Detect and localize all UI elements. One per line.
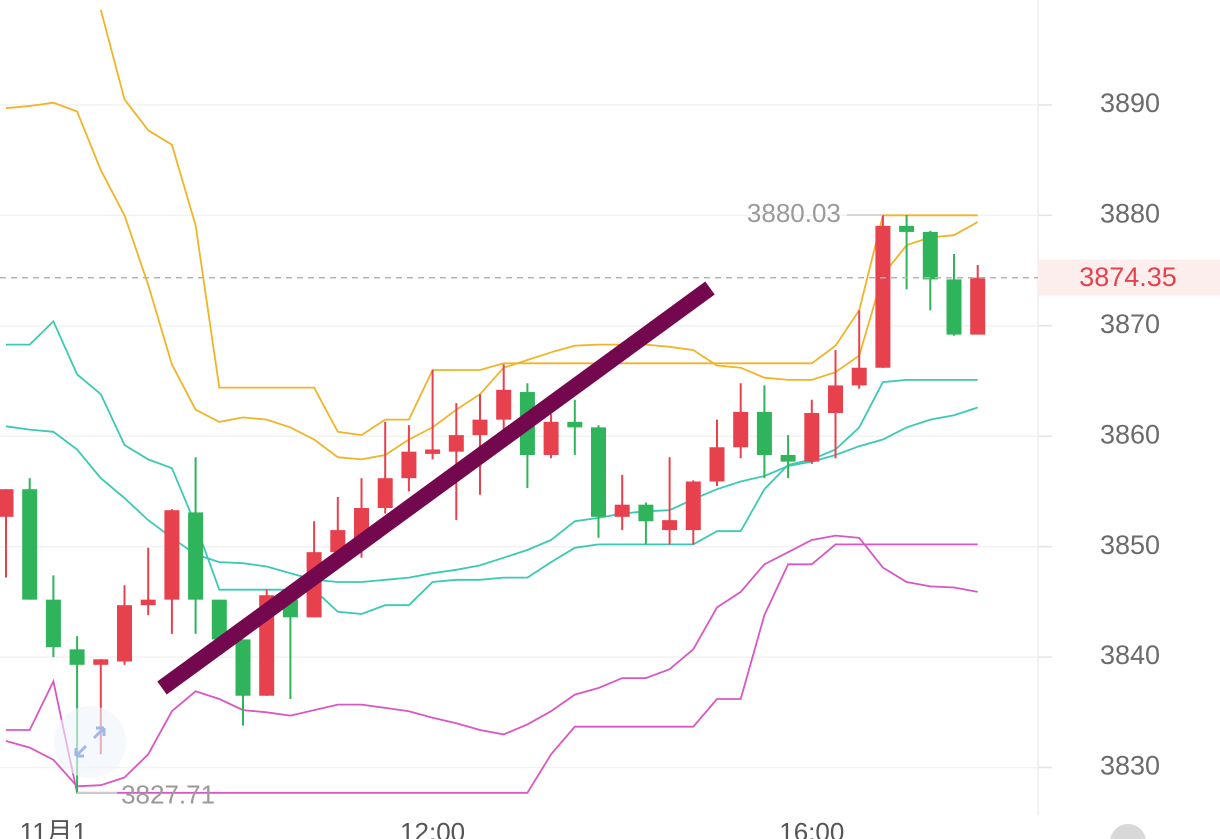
candle-body: [0, 489, 14, 517]
candle-body: [496, 389, 512, 420]
candle-body: [614, 504, 630, 517]
x-tick-label: 12:00: [400, 817, 465, 839]
max-label: 3880.03: [747, 198, 841, 228]
candle-body: [780, 454, 796, 462]
candle-body: [685, 481, 701, 531]
candle-body: [875, 225, 891, 368]
candle-body: [425, 449, 441, 454]
zoom-arrows: [74, 726, 106, 758]
candle-body: [401, 451, 417, 479]
indicator-line: [5, 534, 978, 788]
x-tick-label: 11月1: [20, 817, 87, 839]
candle-body: [69, 649, 85, 665]
candle-body: [22, 489, 38, 600]
candle-body: [93, 659, 109, 665]
candle-body: [733, 411, 749, 448]
indicator-line: [6, 319, 978, 615]
y-tick-label: 3840: [1100, 640, 1160, 670]
x-tick-label: 16:00: [779, 817, 844, 839]
candle-body: [851, 367, 867, 386]
scroll-button[interactable]: [1110, 824, 1146, 839]
candle-body: [235, 639, 251, 696]
candle-body: [45, 599, 61, 648]
candle-body: [662, 520, 678, 531]
trend-line-drawing: [157, 281, 715, 695]
candle-body: [140, 599, 156, 606]
last-price-badge: [1038, 259, 1220, 296]
candle-body: [922, 231, 938, 280]
y-tick-label: 3830: [1100, 751, 1160, 781]
y-tick-label: 3880: [1100, 198, 1160, 228]
candles: [0, 215, 986, 793]
candle-body: [591, 427, 606, 517]
candle-body: [188, 512, 204, 600]
indicator-line: [5, 406, 978, 583]
indicator-line: [5, 101, 979, 461]
y-tick-label: 3850: [1100, 530, 1160, 560]
candle-body: [543, 421, 559, 455]
candle-body: [211, 599, 227, 640]
candle-body: [330, 530, 346, 553]
candle-body: [638, 504, 654, 522]
candle-body: [567, 421, 583, 428]
last-price-label: 3874.35: [1079, 262, 1177, 292]
candle-body: [117, 605, 132, 662]
candle-body: [946, 279, 962, 335]
y-tick-label: 3860: [1100, 419, 1160, 449]
indicator-line: [99, 9, 978, 437]
indicator-line: [6, 543, 978, 794]
y-tick-label: 3870: [1100, 309, 1160, 339]
candle-body: [899, 225, 915, 232]
y-tick-label: 3890: [1100, 88, 1160, 118]
candle-body: [472, 419, 488, 436]
candle-body: [377, 478, 393, 508]
candle-body: [828, 385, 843, 414]
candle-body: [448, 435, 464, 452]
candle-body: [804, 413, 820, 462]
zoom-icon[interactable]: [54, 706, 126, 778]
zoom-button[interactable]: [54, 706, 126, 778]
candle-body: [709, 447, 725, 482]
candle-body: [164, 510, 180, 600]
min-label: 3827.71: [121, 780, 215, 810]
candle-body: [756, 411, 772, 455]
candle-body: [970, 277, 986, 335]
annotations: 3874.35 3880.03 3827.71: [0, 198, 1220, 810]
